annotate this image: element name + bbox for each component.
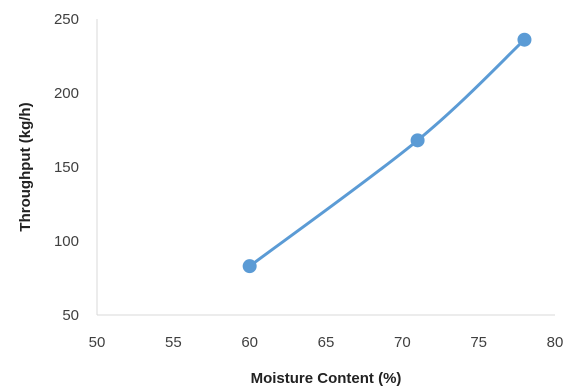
- y-tick-label: 200: [54, 85, 79, 102]
- x-tick-label: 60: [241, 334, 258, 351]
- y-tick-label: 150: [54, 159, 79, 176]
- x-tick-label: 75: [470, 334, 487, 351]
- y-tick-labels: 50 100 150 200 250: [54, 11, 79, 324]
- x-tick-labels: 50 55 60 65 70 75 80: [89, 334, 564, 351]
- data-point: [517, 32, 532, 47]
- x-tick-label: 55: [165, 334, 182, 351]
- y-tick-label: 100: [54, 233, 79, 250]
- series-line: [248, 38, 526, 268]
- x-tick-label: 65: [318, 334, 335, 351]
- data-point: [242, 259, 257, 274]
- x-tick-label: 50: [89, 334, 106, 351]
- y-axis-title: Throughput (kg/h): [17, 102, 34, 231]
- data-points: [242, 32, 532, 274]
- x-axis-title: Moisture Content (%): [251, 370, 402, 387]
- data-point: [410, 133, 425, 148]
- y-tick-label: 250: [54, 11, 79, 28]
- y-tick-label: 50: [62, 307, 79, 324]
- x-tick-label: 70: [394, 334, 411, 351]
- x-tick-label: 80: [547, 334, 564, 351]
